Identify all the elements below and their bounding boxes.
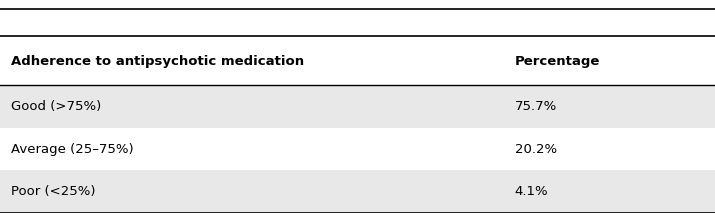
Text: 4.1%: 4.1%: [515, 185, 548, 198]
Text: Average (25–75%): Average (25–75%): [11, 142, 134, 156]
Text: 20.2%: 20.2%: [515, 142, 557, 156]
Bar: [0, 38, 715, 85]
Bar: [0, 170, 715, 213]
Text: 75.7%: 75.7%: [515, 100, 557, 113]
Text: Adherence to antipsychotic medication: Adherence to antipsychotic medication: [11, 55, 304, 68]
Text: Percentage: Percentage: [515, 55, 600, 68]
Bar: [0, 128, 715, 170]
Text: Good (>75%): Good (>75%): [11, 100, 101, 113]
Text: Poor (<25%): Poor (<25%): [11, 185, 95, 198]
Bar: [0, 85, 715, 128]
